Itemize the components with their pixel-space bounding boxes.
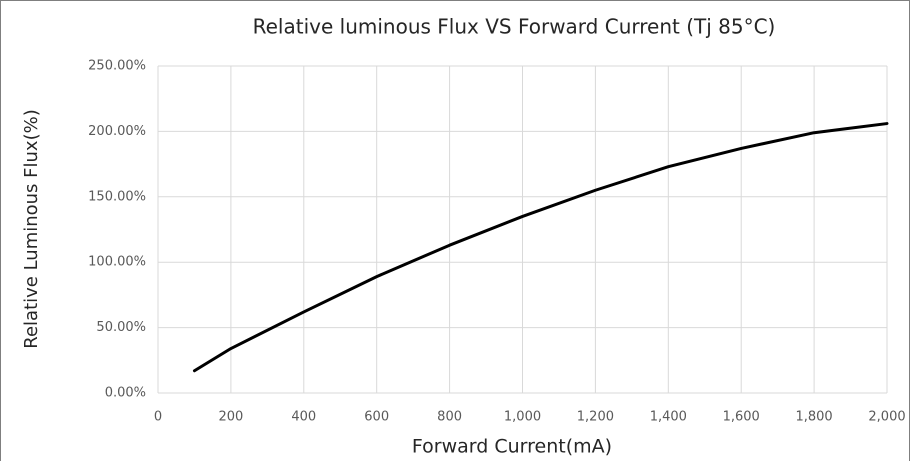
- x-tick-label: 2,000: [868, 410, 905, 425]
- x-tick-label: 1,200: [577, 410, 614, 425]
- y-tick-label: 250.00%: [88, 59, 146, 74]
- x-tick-label: 0: [154, 410, 162, 425]
- x-axis-label: Forward Current(mA): [412, 436, 612, 458]
- chart-title: Relative luminous Flux VS Forward Curren…: [253, 15, 776, 39]
- x-tick-label: 600: [364, 410, 389, 425]
- x-tick-label: 400: [291, 410, 316, 425]
- x-tick-label: 1,800: [795, 410, 832, 425]
- x-tick-label: 800: [437, 410, 462, 425]
- y-tick-label: 0.00%: [105, 386, 146, 401]
- x-tick-label: 1,400: [650, 410, 687, 425]
- y-tick-label: 50.00%: [96, 320, 146, 335]
- y-tick-label: 100.00%: [88, 255, 146, 270]
- y-tick-label: 150.00%: [88, 189, 146, 204]
- data-line: [192, 122, 889, 373]
- y-axis-label: Relative Luminous Flux(%): [21, 109, 42, 348]
- y-tick-label: 200.00%: [88, 124, 146, 139]
- x-tick-label: 1,000: [504, 410, 541, 425]
- x-tick-label: 200: [218, 410, 243, 425]
- x-tick-label: 1,600: [723, 410, 760, 425]
